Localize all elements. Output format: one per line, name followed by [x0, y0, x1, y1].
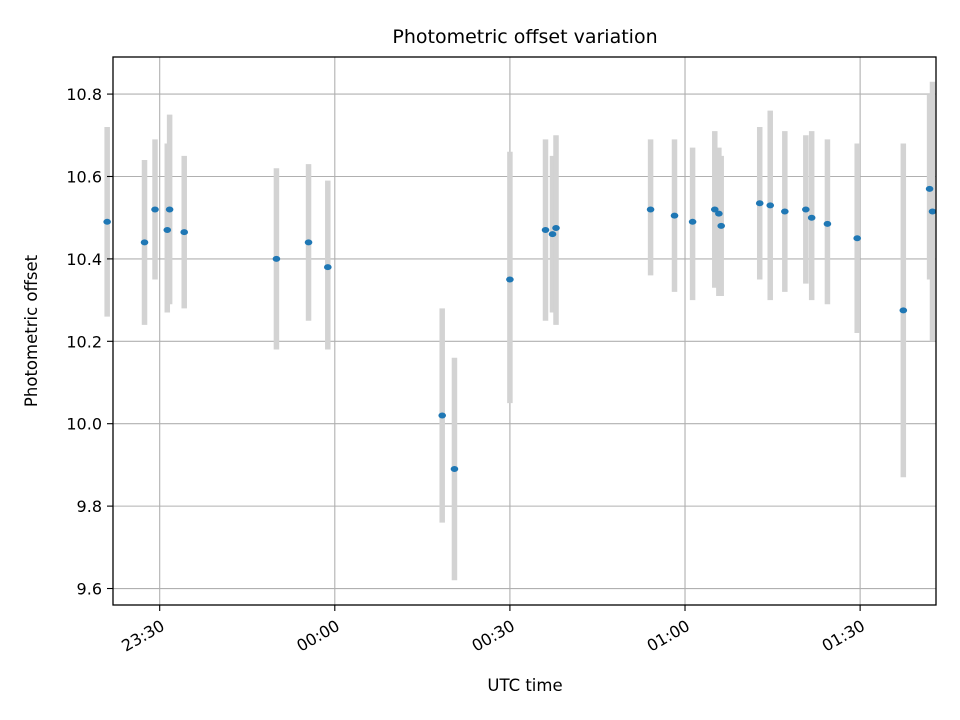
data-point	[823, 220, 832, 227]
data-point	[802, 206, 810, 213]
data-point	[548, 231, 557, 238]
chart-title: Photometric offset variation	[392, 26, 657, 48]
data-points	[103, 185, 937, 473]
y-tick-label: 10.2	[66, 332, 102, 351]
data-point	[925, 185, 934, 192]
y-tick-label: 10.0	[66, 415, 102, 434]
data-point	[272, 255, 281, 262]
data-point	[323, 264, 332, 271]
data-point	[717, 222, 726, 229]
y-tick-label: 10.8	[66, 85, 102, 104]
data-point	[438, 412, 447, 419]
data-point	[853, 235, 862, 242]
data-point	[766, 202, 775, 209]
data-point	[899, 307, 908, 314]
data-point	[180, 229, 189, 236]
y-tick-label: 10.6	[66, 167, 102, 186]
data-point	[506, 276, 514, 283]
data-point	[688, 218, 697, 225]
data-point	[541, 227, 550, 234]
data-point	[165, 206, 174, 213]
y-tick-label: 10.4	[66, 250, 102, 269]
data-point	[450, 466, 459, 473]
data-point	[715, 210, 723, 217]
data-point	[140, 239, 149, 246]
data-point	[928, 208, 937, 215]
plot-frame	[112, 56, 937, 606]
data-point	[304, 239, 313, 246]
y-axis-title: Photometric offset	[22, 254, 41, 407]
x-axis-title: UTC time	[487, 676, 562, 695]
data-point	[163, 227, 172, 234]
data-point	[552, 224, 560, 231]
data-point	[670, 212, 679, 219]
y-tick-label: 9.6	[77, 580, 102, 599]
data-point	[710, 206, 719, 213]
y-axis: 9.6 9.8 10.0 10.2 10.4 10.6 10.8	[66, 85, 113, 599]
grid	[113, 57, 936, 605]
data-point	[807, 214, 816, 221]
data-point	[151, 206, 159, 213]
data-point	[103, 218, 111, 225]
data-point	[781, 208, 789, 215]
data-point	[646, 206, 655, 213]
data-point	[755, 200, 764, 207]
y-tick-label: 9.8	[77, 497, 102, 516]
